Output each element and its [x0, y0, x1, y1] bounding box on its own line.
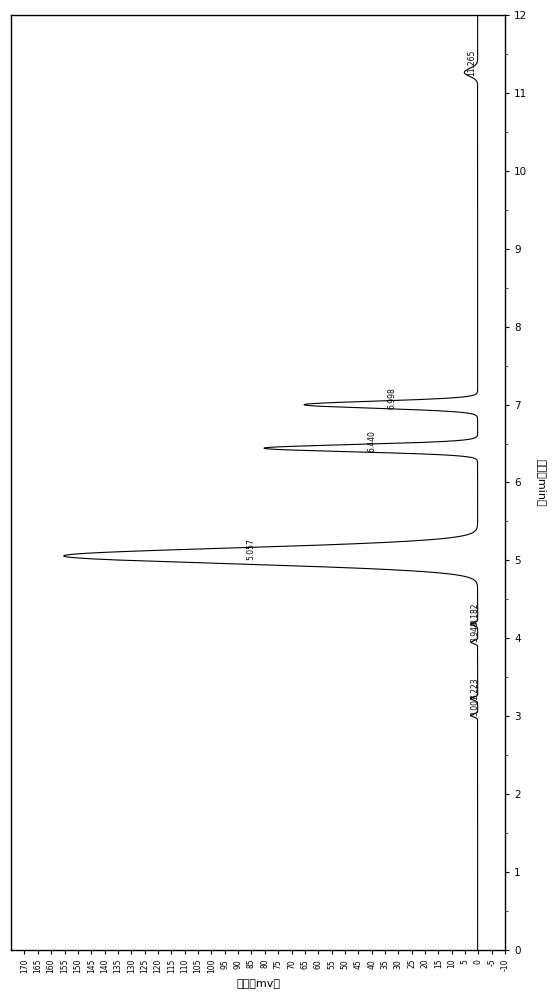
Text: 3.007: 3.007 — [470, 694, 480, 716]
Text: 11.265: 11.265 — [467, 50, 477, 76]
Text: 4.182: 4.182 — [470, 603, 480, 624]
X-axis label: 电压（mv）: 电压（mv） — [236, 979, 280, 989]
Y-axis label: 时间（min）: 时间（min） — [537, 459, 547, 506]
Text: 6.998: 6.998 — [387, 387, 396, 409]
Text: 6.440: 6.440 — [367, 430, 376, 452]
Text: 3.223: 3.223 — [470, 677, 480, 699]
Text: 3.948: 3.948 — [470, 621, 480, 642]
Text: 5.057: 5.057 — [246, 538, 256, 560]
